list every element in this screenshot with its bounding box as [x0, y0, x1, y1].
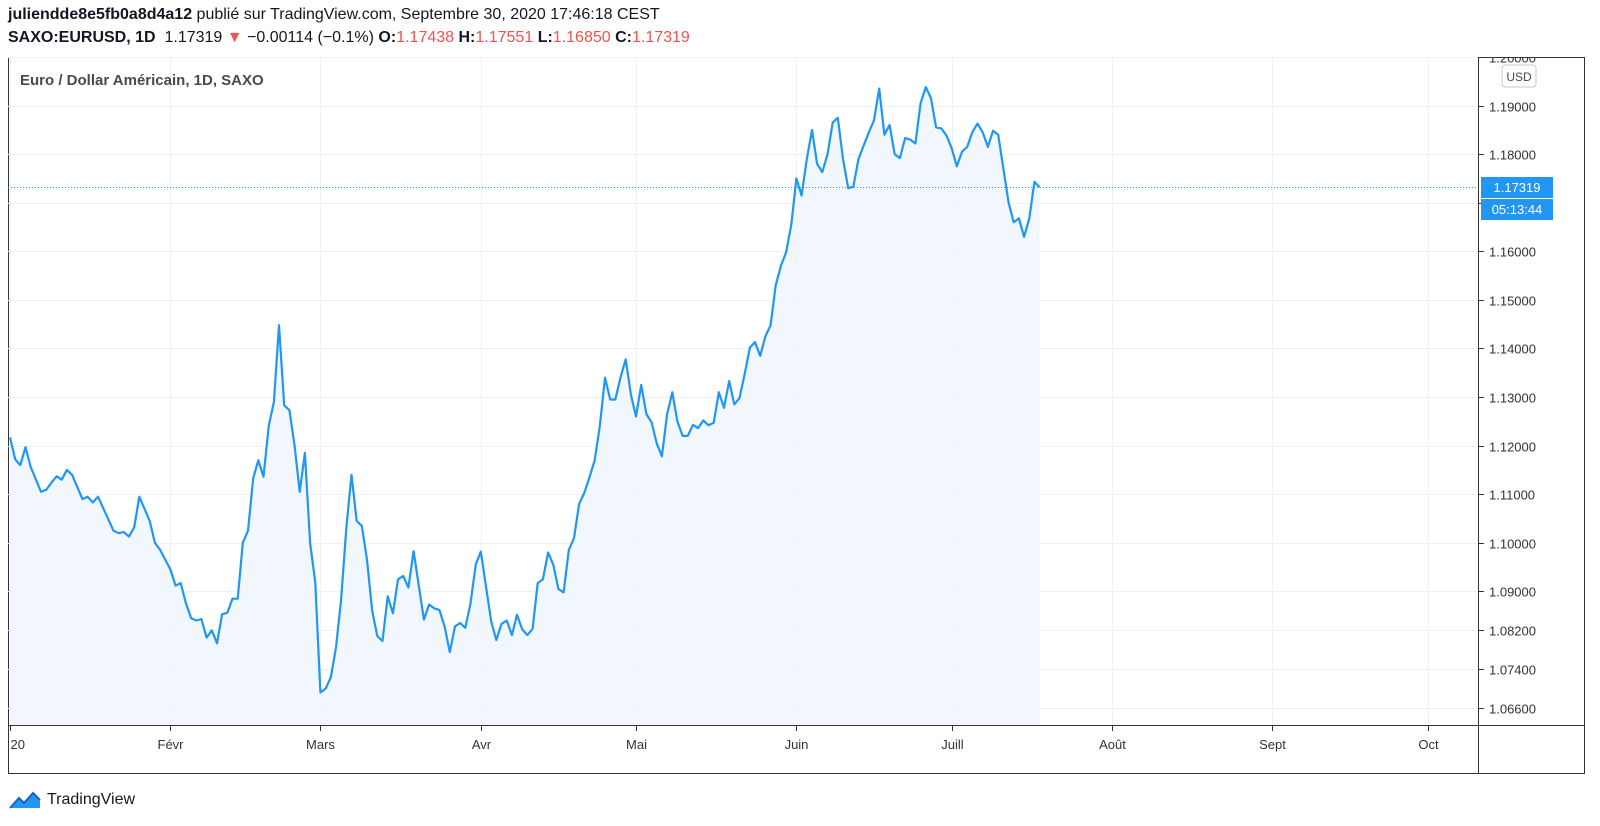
y-tick-label: 1.18000: [1489, 148, 1536, 163]
y-tick-label: 1.07400: [1489, 663, 1536, 678]
close-value: 1.17319: [631, 29, 690, 46]
countdown-badge-text: 05:13:44: [1492, 202, 1543, 217]
y-tick-label: 1.15000: [1489, 294, 1536, 309]
chart-title: Euro / Dollar Américain, 1D, SAXO: [20, 72, 264, 89]
y-tick-label: 1.08200: [1489, 624, 1536, 639]
last-price: 1.17319: [164, 29, 223, 46]
y-tick-label: 1.10000: [1489, 537, 1536, 552]
currency-label: USD: [1506, 70, 1532, 84]
x-tick-label: Mai: [626, 737, 647, 752]
y-tick-label: 1.06600: [1489, 702, 1536, 717]
ohlc-legend: SAXO:EURUSD, 1D 1.17319 ▼ −0.00114 (−0.1…: [8, 29, 690, 47]
y-tick-label: 1.20000: [1489, 57, 1536, 66]
x-tick-label: Juill: [941, 737, 964, 752]
tradingview-logo-icon: [9, 791, 41, 809]
publish-info: juliendde8e5fb0a8d4a12 publié sur Tradin…: [8, 6, 660, 24]
last-price-badge: [1481, 177, 1553, 198]
currency-box[interactable]: [1501, 64, 1537, 88]
low-value: 1.16850: [552, 29, 611, 46]
down-arrow-icon: ▼: [226, 29, 243, 46]
price-change: −0.00114 (−0.1%): [247, 29, 374, 46]
close-label: C:: [615, 29, 632, 46]
symbol-label: SAXO:EURUSD, 1D: [8, 29, 156, 46]
x-tick-label: Févr: [158, 737, 185, 752]
price-chart[interactable]: 1.200001.190001.180001.170001.160001.150…: [8, 51, 1585, 774]
price-line: [8, 86, 1041, 694]
low-label: L:: [537, 29, 553, 46]
countdown-badge: [1481, 199, 1553, 220]
x-tick-label: Avr: [472, 737, 492, 752]
last-price-badge-text: 1.17319: [1494, 180, 1541, 195]
y-tick-label: 1.12000: [1489, 440, 1536, 455]
price-axis[interactable]: 1.200001.190001.180001.170001.160001.150…: [1478, 51, 1536, 717]
x-tick-label: Août: [1099, 737, 1126, 752]
high-value: 1.17551: [475, 29, 534, 46]
y-tick-label: 1.09000: [1489, 585, 1536, 600]
price-area: [10, 87, 1040, 726]
x-tick-label: 20: [11, 737, 25, 752]
x-tick-label: Juin: [785, 737, 809, 752]
y-tick-label: 1.19000: [1489, 100, 1536, 115]
y-tick-label: 1.13000: [1489, 391, 1536, 406]
chart-container[interactable]: 1.200001.190001.180001.170001.160001.150…: [8, 51, 1585, 774]
published-text: publié sur TradingView.com, Septembre 30…: [196, 6, 660, 23]
x-tick-label: Sept: [1259, 737, 1286, 752]
open-label: O:: [378, 29, 397, 46]
y-tick-label: 1.16000: [1489, 245, 1536, 260]
footer-brand[interactable]: TradingView: [8, 790, 135, 810]
open-value: 1.17438: [396, 29, 455, 46]
time-axis[interactable]: 20 Févr Mars Avr Mai Juin Juill Août Sept Oct: [10, 725, 1439, 752]
brand-name: TradingView: [47, 791, 136, 808]
y-tick-label: 1.11000: [1489, 488, 1535, 503]
high-label: H:: [458, 29, 476, 46]
author-name: juliendde8e5fb0a8d4a12: [8, 6, 193, 23]
x-tick-label: Oct: [1418, 737, 1439, 752]
y-tick-label: 1.14000: [1489, 342, 1536, 357]
x-tick-label: Mars: [306, 737, 335, 752]
